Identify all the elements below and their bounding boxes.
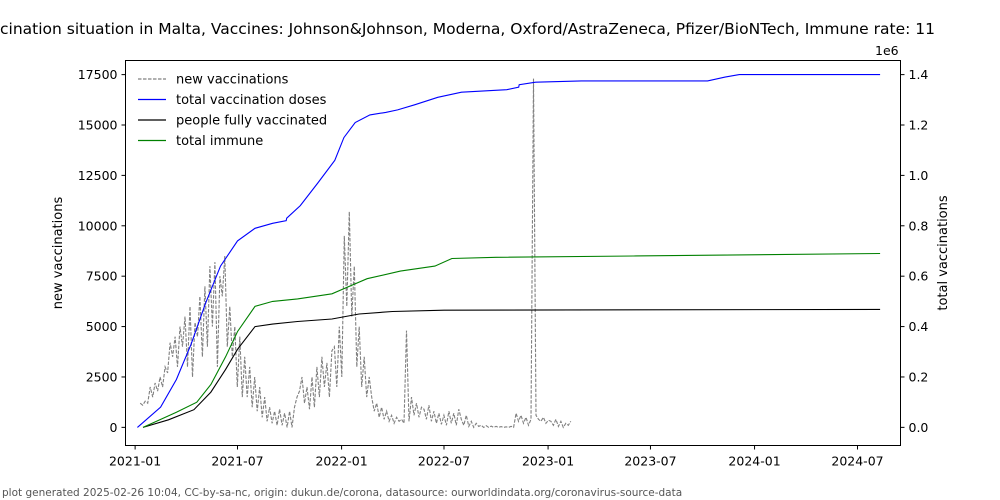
x-tick-label: 2024-01 xyxy=(728,454,780,469)
chart-title: cination situation in Malta, Vaccines: J… xyxy=(0,20,935,38)
series-layer xyxy=(137,74,881,429)
series-line-total-immune xyxy=(142,252,881,428)
axes-layer: 2021-01 2021-07 2022-01 2022-07 2023-01 2023-… xyxy=(78,67,929,468)
x-tick-label: 2023-01 xyxy=(522,454,574,469)
plot-frame xyxy=(125,60,901,446)
y-tick-label-left: 17500 xyxy=(78,67,118,82)
x-tick-label: 2022-07 xyxy=(418,454,470,469)
legend-label: people fully vaccinated xyxy=(176,114,327,129)
series-line-people-fully-vaccinated xyxy=(142,308,881,428)
y-label-left: new vaccinations xyxy=(51,197,66,310)
y-tick-label-right: 1.4 xyxy=(909,67,929,82)
y-tick-label-right: 0.4 xyxy=(909,319,929,334)
x-tick-label: 2021-07 xyxy=(211,454,263,469)
legend-label: total immune xyxy=(176,134,263,149)
y-tick-label-right: 1.0 xyxy=(909,168,929,183)
y-label-right: total vaccinations xyxy=(936,195,951,311)
right-axis-multiplier: 1e6 xyxy=(875,43,899,58)
y-tick-label-right: 0.8 xyxy=(909,218,929,233)
legend-label: new vaccinations xyxy=(176,73,289,88)
y-tick-label-left: 15000 xyxy=(78,118,118,133)
y-tick-label-right: 0.6 xyxy=(909,269,929,284)
series-line-new-vaccinations xyxy=(139,78,572,429)
x-tick-label: 2023-07 xyxy=(624,454,676,469)
legend: new vaccinations total vaccination doses p… xyxy=(138,73,327,149)
y-tick-label-left: 10000 xyxy=(78,218,118,233)
y-tick-label-right: 0.0 xyxy=(909,420,929,435)
x-tick-label: 2021-01 xyxy=(109,454,161,469)
y-tick-label-right: 1.2 xyxy=(909,118,929,133)
x-tick-label: 2022-01 xyxy=(315,454,367,469)
y-tick-label-left: 2500 xyxy=(86,369,118,384)
y-tick-label-left: 0 xyxy=(110,420,118,435)
footer-credits: plot generated 2025-02-26 10:04, CC-by-s… xyxy=(2,487,683,499)
y-tick-label-left: 7500 xyxy=(86,269,118,284)
y-tick-label-left: 12500 xyxy=(78,168,118,183)
series-line-total-vaccination-doses xyxy=(137,74,881,428)
y-tick-label-left: 5000 xyxy=(86,319,118,334)
legend-label: total vaccination doses xyxy=(176,93,327,108)
y-tick-label-right: 0.2 xyxy=(909,369,929,384)
x-tick-label: 2024-07 xyxy=(831,454,883,469)
